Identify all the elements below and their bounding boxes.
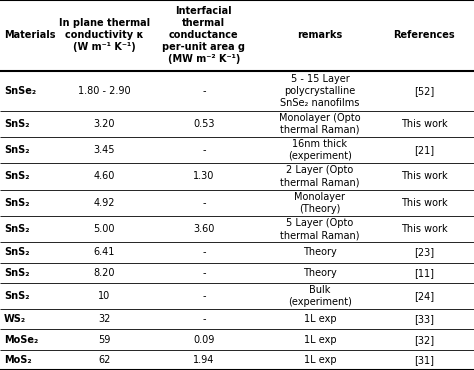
Text: MoSe₂: MoSe₂ xyxy=(4,334,38,344)
Text: [31]: [31] xyxy=(414,355,434,365)
Text: [21]: [21] xyxy=(414,145,434,155)
Text: References: References xyxy=(393,30,455,40)
Text: 1L exp: 1L exp xyxy=(304,355,336,365)
Text: 3.20: 3.20 xyxy=(93,119,115,129)
Text: 1.30: 1.30 xyxy=(193,171,215,182)
Text: [52]: [52] xyxy=(414,86,434,96)
Text: SnS₂: SnS₂ xyxy=(4,145,29,155)
Text: -: - xyxy=(202,268,206,278)
Text: 0.53: 0.53 xyxy=(193,119,215,129)
Text: -: - xyxy=(202,248,206,258)
Text: [32]: [32] xyxy=(414,334,434,344)
Text: 1L exp: 1L exp xyxy=(304,334,336,344)
Text: -: - xyxy=(202,291,206,301)
Text: 1.80 - 2.90: 1.80 - 2.90 xyxy=(78,86,131,96)
Text: remarks: remarks xyxy=(297,30,343,40)
Text: 1L exp: 1L exp xyxy=(304,314,336,324)
Text: -: - xyxy=(202,145,206,155)
Text: SnSe₂: SnSe₂ xyxy=(4,86,36,96)
Text: 4.92: 4.92 xyxy=(93,198,115,208)
Text: -: - xyxy=(202,314,206,324)
Text: SnS₂: SnS₂ xyxy=(4,268,29,278)
Text: In plane thermal
conductivity κ
(W m⁻¹ K⁻¹): In plane thermal conductivity κ (W m⁻¹ K… xyxy=(59,18,150,53)
Text: 5 - 15 Layer
polycrystalline
SnSe₂ nanofilms: 5 - 15 Layer polycrystalline SnSe₂ nanof… xyxy=(280,74,360,108)
Text: This work: This work xyxy=(401,119,447,129)
Text: SnS₂: SnS₂ xyxy=(4,198,29,208)
Text: 8.20: 8.20 xyxy=(93,268,115,278)
Text: 3.45: 3.45 xyxy=(93,145,115,155)
Text: This work: This work xyxy=(401,198,447,208)
Text: WS₂: WS₂ xyxy=(4,314,26,324)
Text: Interfacial
thermal
conductance
per-unit area g
(MW m⁻² K⁻¹): Interfacial thermal conductance per-unit… xyxy=(162,6,246,64)
Text: MoS₂: MoS₂ xyxy=(4,355,31,365)
Text: This work: This work xyxy=(401,171,447,182)
Text: 5 Layer (Opto
thermal Raman): 5 Layer (Opto thermal Raman) xyxy=(280,218,360,240)
Text: [24]: [24] xyxy=(414,291,434,301)
Text: 6.41: 6.41 xyxy=(93,248,115,258)
Text: Monolayer
(Theory): Monolayer (Theory) xyxy=(294,192,346,214)
Text: 32: 32 xyxy=(98,314,110,324)
Text: SnS₂: SnS₂ xyxy=(4,248,29,258)
Text: 10: 10 xyxy=(98,291,110,301)
Text: 2 Layer (Opto
thermal Raman): 2 Layer (Opto thermal Raman) xyxy=(280,165,360,188)
Text: This work: This work xyxy=(401,224,447,234)
Text: -: - xyxy=(202,86,206,96)
Text: [33]: [33] xyxy=(414,314,434,324)
Text: [23]: [23] xyxy=(414,248,434,258)
Text: 0.09: 0.09 xyxy=(193,334,215,344)
Text: 59: 59 xyxy=(98,334,110,344)
Text: SnS₂: SnS₂ xyxy=(4,171,29,182)
Text: Materials: Materials xyxy=(4,30,55,40)
Text: 5.00: 5.00 xyxy=(93,224,115,234)
Text: 4.60: 4.60 xyxy=(93,171,115,182)
Text: [11]: [11] xyxy=(414,268,434,278)
Text: 1.94: 1.94 xyxy=(193,355,215,365)
Text: Theory: Theory xyxy=(303,248,337,258)
Text: -: - xyxy=(202,198,206,208)
Text: SnS₂: SnS₂ xyxy=(4,119,29,129)
Text: Bulk
(experiment): Bulk (experiment) xyxy=(288,285,352,307)
Text: SnS₂: SnS₂ xyxy=(4,224,29,234)
Text: Theory: Theory xyxy=(303,268,337,278)
Text: 62: 62 xyxy=(98,355,110,365)
Text: SnS₂: SnS₂ xyxy=(4,291,29,301)
Text: 16nm thick
(experiment): 16nm thick (experiment) xyxy=(288,139,352,161)
Text: Monolayer (Opto
thermal Raman): Monolayer (Opto thermal Raman) xyxy=(279,113,361,135)
Text: 3.60: 3.60 xyxy=(193,224,215,234)
